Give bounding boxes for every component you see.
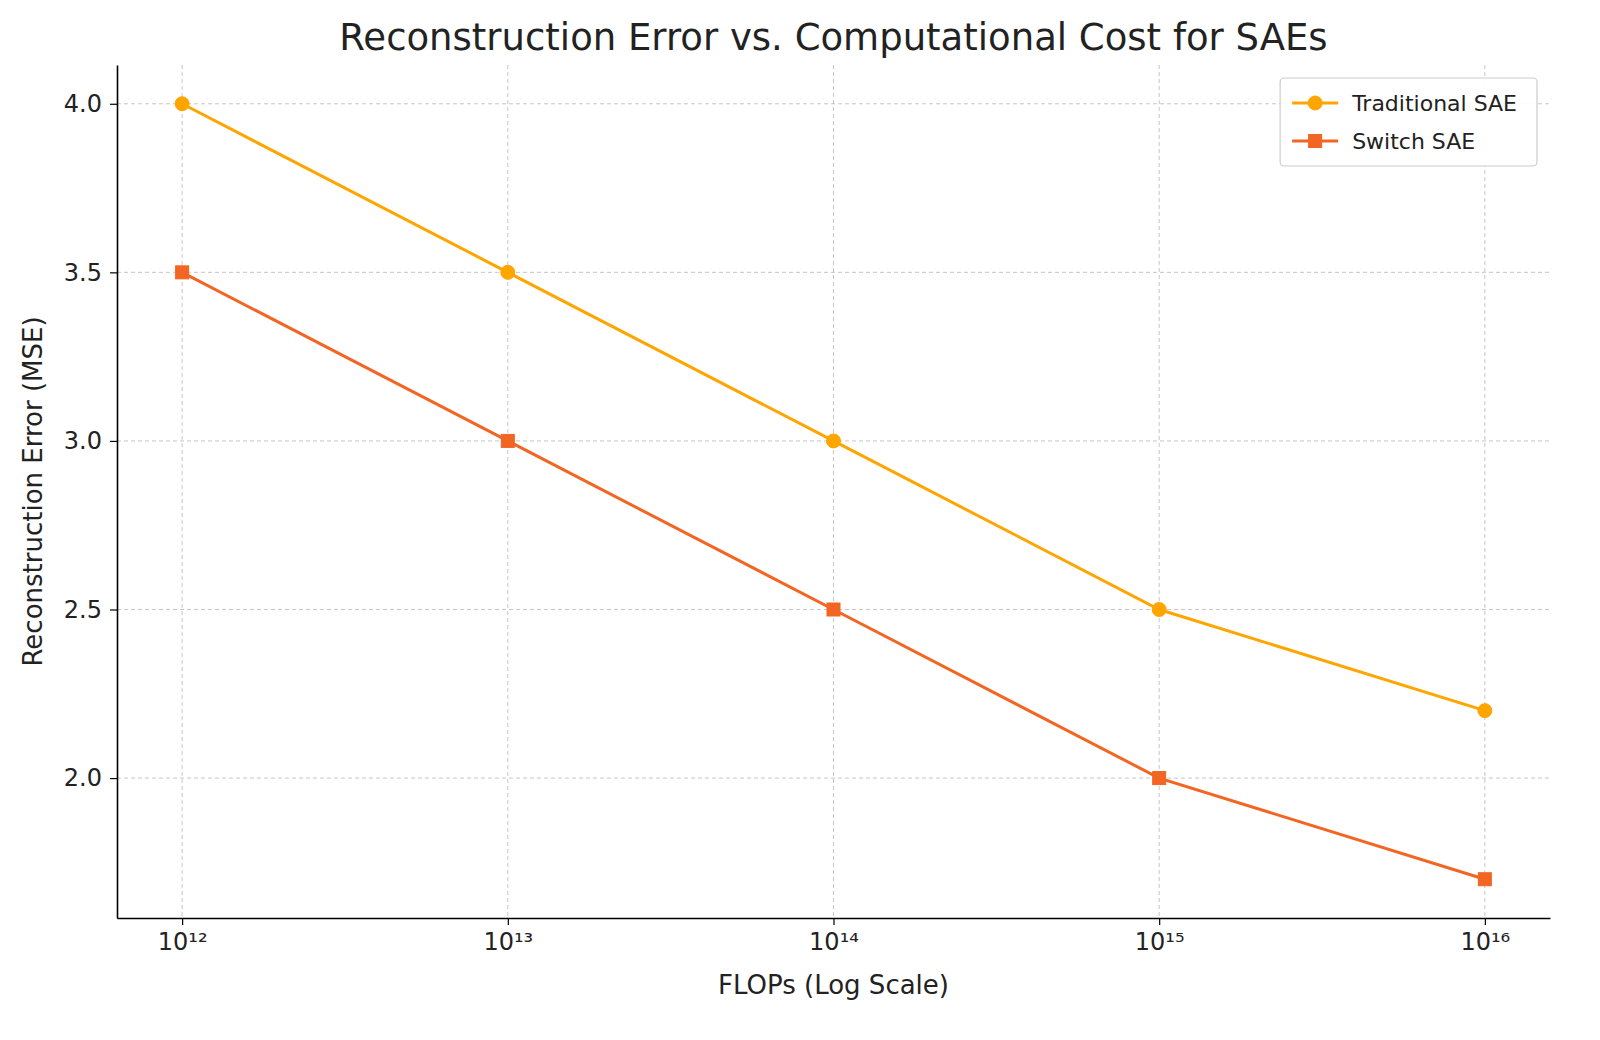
grid xyxy=(117,65,1550,918)
y-tick-label: 4.0 xyxy=(64,90,102,118)
plot-area xyxy=(175,97,1492,886)
x-axis: 10¹² 10¹³ 10¹⁴ 10¹⁵ 10¹⁶ xyxy=(118,918,1551,956)
x-tick-mark xyxy=(833,918,834,925)
series-marker xyxy=(175,97,189,111)
y-tick-label: 2.0 xyxy=(64,764,102,792)
y-tick-label: 3.0 xyxy=(64,427,102,455)
series-marker xyxy=(827,603,840,616)
series-marker xyxy=(1478,873,1491,886)
x-grid-line xyxy=(182,65,183,918)
series-line xyxy=(182,104,1485,711)
legend-marker xyxy=(1308,96,1322,110)
series-marker xyxy=(501,434,514,447)
y-tick: 2.0 xyxy=(64,764,117,792)
x-tick: 10¹⁶ xyxy=(1460,918,1510,956)
y-tick-mark xyxy=(110,272,117,273)
y-tick-mark xyxy=(110,104,117,105)
y-tick-label: 2.5 xyxy=(64,596,102,624)
series-marker xyxy=(1478,704,1492,718)
x-tick-label: 10¹⁶ xyxy=(1460,928,1510,956)
x-tick: 10¹⁵ xyxy=(1135,918,1185,956)
y-axis-line xyxy=(117,66,119,919)
series-line xyxy=(182,272,1485,879)
title: Reconstruction Error vs. Computational C… xyxy=(339,16,1327,59)
y-grid-line xyxy=(117,272,1550,273)
y-tick-mark xyxy=(110,778,117,779)
x-tick-mark xyxy=(1485,918,1486,925)
x-grid-line xyxy=(1159,65,1160,918)
x-tick-mark xyxy=(508,918,509,925)
x-grid-line xyxy=(507,65,508,918)
y-tick: 3.0 xyxy=(64,427,117,455)
legend: Traditional SAE Switch SAE xyxy=(1280,78,1537,166)
x-tick-label: 10¹² xyxy=(158,928,208,956)
series-marker xyxy=(1153,772,1166,785)
y-axis-title: Reconstruction Error (MSE) xyxy=(18,316,48,666)
y-grid-line xyxy=(117,778,1550,779)
x-tick: 10¹⁴ xyxy=(809,918,859,956)
legend-label: Traditional SAE xyxy=(1351,91,1517,116)
x-axis-title: FLOPs (Log Scale) xyxy=(718,970,949,1000)
y-axis: 2.0 2.5 3.0 3.5 4.0 xyxy=(64,66,118,919)
x-tick-label: 10¹³ xyxy=(483,928,533,956)
y-tick-mark xyxy=(110,609,117,610)
series-marker xyxy=(176,266,189,279)
y-tick-label: 3.5 xyxy=(64,259,102,287)
y-grid-line xyxy=(117,103,1550,104)
series-marker xyxy=(1152,603,1166,617)
x-tick: 10¹² xyxy=(158,918,208,956)
x-grid-line xyxy=(1484,65,1485,918)
y-tick: 3.5 xyxy=(64,259,117,287)
y-tick: 4.0 xyxy=(64,90,117,118)
chart: 10¹² 10¹³ 10¹⁴ 10¹⁵ 10¹⁶ 2.0 2.5 3.0 3.5 4.0 Recon… xyxy=(0,0,1600,1040)
x-tick: 10¹³ xyxy=(483,918,533,956)
x-grid-line xyxy=(833,65,834,918)
x-tick-mark xyxy=(1159,918,1160,925)
series-marker xyxy=(501,265,515,279)
series-marker xyxy=(826,434,840,448)
y-tick-mark xyxy=(110,441,117,442)
y-tick: 2.5 xyxy=(64,596,117,624)
legend-marker xyxy=(1309,135,1322,148)
legend-box xyxy=(1280,78,1537,166)
legend-item: Switch SAE xyxy=(1292,129,1475,154)
legend-label: Switch SAE xyxy=(1352,129,1475,154)
legend-item: Traditional SAE xyxy=(1292,91,1517,116)
x-tick-label: 10¹⁵ xyxy=(1135,928,1185,956)
x-tick-label: 10¹⁴ xyxy=(809,928,859,956)
x-tick-mark xyxy=(182,918,183,925)
